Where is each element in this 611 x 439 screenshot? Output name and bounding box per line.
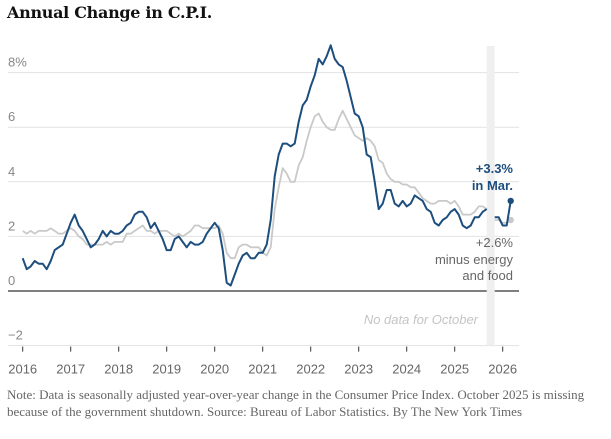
x-tick-label: 2019: [152, 362, 181, 377]
core-value-label: +2.6%: [476, 235, 514, 250]
core-sub-label-2: and food: [462, 268, 513, 283]
y-tick-label: 2: [8, 218, 15, 233]
x-tick-label: 2025: [440, 362, 469, 377]
y-tick-label: 4: [8, 164, 15, 179]
x-tick-label: 2026: [488, 362, 517, 377]
headline-value-label: +3.3%: [476, 161, 514, 176]
chart-title: Annual Change in C.P.I.: [7, 3, 213, 22]
y-tick-label: 8%: [8, 55, 27, 70]
x-tick-label: 2021: [248, 362, 277, 377]
headline-endpoint-dot: [507, 197, 514, 205]
y-tick-label: −2: [8, 328, 23, 343]
x-tick-label: 2017: [56, 362, 85, 377]
chart-note: Note: Data is seasonally adjusted year-o…: [7, 387, 585, 419]
y-tick-label: 6: [8, 109, 15, 124]
headline-cpi-line: [21, 44, 512, 287]
x-tick-label: 2016: [8, 362, 37, 377]
y-tick-label: 0: [8, 273, 15, 288]
headline-sub-label: in Mar.: [472, 178, 513, 193]
no-data-band: [486, 46, 495, 346]
x-tick-label: 2020: [200, 362, 229, 377]
core-endpoint-dot: [507, 216, 514, 224]
x-tick-label: 2022: [296, 362, 325, 377]
core-sub-label-1: minus energy: [435, 252, 514, 267]
x-tick-label: 2023: [344, 362, 373, 377]
x-tick-label: 2018: [104, 362, 133, 377]
chart-svg: 8% 6 4 2 0 −2 2016 2017 2018 2019 2020 2021 2022 2023…: [8, 44, 519, 377]
x-tick-label: 2024: [392, 362, 421, 377]
gap-label: No data for October: [364, 312, 479, 327]
